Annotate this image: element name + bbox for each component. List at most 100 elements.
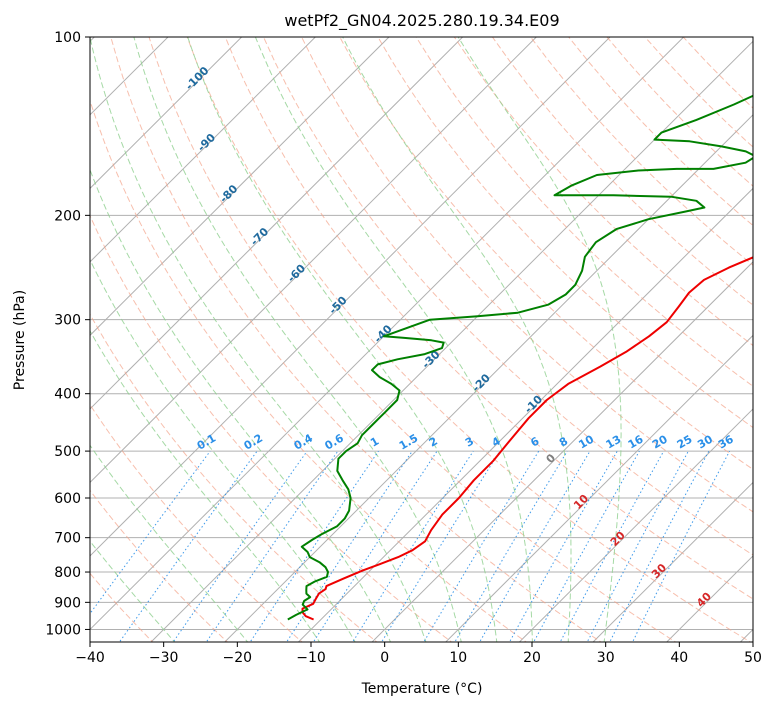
mixing-ratio-line	[352, 450, 474, 642]
y-tick-label: 400	[54, 387, 81, 403]
dewpoint-profile-line	[287, 94, 753, 621]
y-tick-label: 300	[54, 313, 81, 329]
x-tick-label: −30	[149, 650, 179, 666]
dry-adiabat-line	[530, 37, 753, 266]
dry-adiabat-label: -50	[326, 294, 349, 317]
y-tick-label: 900	[54, 595, 81, 611]
moist-adiabat-line	[90, 168, 392, 642]
x-tick-label: −40	[75, 650, 105, 666]
temperature-profile-line	[301, 256, 753, 621]
moist-adiabat-line	[187, 37, 498, 642]
dry-adiabat-line	[682, 37, 753, 109]
y-tick-label: 500	[54, 444, 81, 460]
mixing-ratio-label: 6	[528, 434, 541, 449]
mixing-ratio-line	[90, 450, 211, 615]
mixing-ratio-label: 36	[716, 432, 736, 451]
moist-adiabat-line	[342, 37, 572, 642]
isotherm-line	[739, 628, 753, 642]
moist-adiabat-label: 10	[571, 492, 591, 512]
isotherm-line	[90, 37, 464, 410]
background-lines	[0, 37, 753, 644]
moist-adiabat-line	[457, 37, 622, 642]
mixing-ratio-label: 1	[368, 435, 381, 450]
dry-adiabat-line	[186, 37, 752, 642]
dry-adiabat-line	[90, 214, 453, 642]
profile-lines	[287, 94, 753, 621]
mixing-ratio-line	[172, 450, 308, 642]
isotherm-line	[592, 481, 753, 642]
y-tick-label: 1000	[45, 622, 81, 638]
x-tick-label: −20	[223, 650, 253, 666]
dry-adiabat-line	[0, 37, 5, 644]
moist-adiabat-label: 20	[608, 529, 628, 549]
moist-adiabat-line	[90, 444, 249, 642]
mixing-ratio-label: 0.1	[195, 432, 218, 453]
dry-adiabat-line	[90, 489, 229, 642]
dry-adiabat-line	[453, 37, 753, 347]
mixing-ratio-line	[286, 450, 413, 642]
y-tick-label: 200	[54, 208, 81, 224]
isotherm-line	[445, 334, 753, 642]
dry-adiabat-line	[263, 37, 753, 556]
dry-adiabat-line	[224, 37, 753, 600]
mixing-ratio-label: 0.4	[292, 431, 316, 452]
mixing-ratio-line	[249, 450, 379, 642]
mixing-ratio-label: 0.2	[242, 432, 265, 453]
mixing-ratio-label: 30	[695, 432, 715, 451]
dry-adiabat-label: -70	[248, 225, 271, 248]
y-tick-label: 100	[54, 30, 81, 46]
x-tick-label: 0	[380, 650, 389, 666]
x-tick-label: 30	[597, 650, 615, 666]
dry-adiabat-line	[644, 37, 753, 148]
mixing-ratio-line	[381, 450, 501, 642]
mixing-ratio-line	[423, 450, 540, 642]
dry-adiabat-line	[339, 37, 753, 470]
y-tick-label: 800	[54, 565, 81, 581]
isotherm-line	[90, 37, 611, 557]
x-tick-label: 50	[744, 650, 762, 666]
x-tick-label: −10	[296, 650, 326, 666]
mixing-ratio-line	[454, 450, 568, 642]
mixing-ratio-line	[479, 450, 591, 642]
axis-ticks: −40 −30 −20 −10 0 10 20 30 40 5010020030040050060…	[45, 30, 762, 666]
mixing-ratio-label: 13	[604, 433, 624, 452]
dry-adiabat-label: -80	[217, 182, 240, 205]
mixing-ratio-line	[559, 450, 665, 642]
mixing-ratio-line	[118, 450, 258, 642]
moist-adiabat-line	[254, 37, 533, 642]
y-tick-label: 700	[54, 531, 81, 547]
mixing-ratio-line	[632, 450, 731, 642]
mixing-ratio-label: 8	[557, 435, 570, 450]
isotherm-line	[90, 37, 685, 631]
dry-adiabat-label: -20	[470, 371, 493, 394]
isotherm-line	[90, 37, 538, 484]
x-tick-label: 20	[523, 650, 541, 666]
y-axis-label: Pressure (hPa)	[12, 290, 28, 390]
mixing-ratio-line	[205, 450, 339, 642]
mixing-ratio-label: 2	[427, 435, 440, 450]
x-tick-label: 40	[670, 650, 688, 666]
moist-adiabat-label: 30	[649, 561, 669, 581]
mixing-ratio-label: 25	[675, 433, 695, 452]
isotherm-line	[297, 187, 753, 642]
moist-adiabat-line	[90, 37, 427, 642]
moist-adiabat-line	[90, 258, 356, 642]
isotherm-line	[371, 261, 753, 642]
dry-adiabat-line	[90, 313, 378, 642]
mixing-ratio-label: 16	[626, 432, 646, 451]
moist-adiabat-line	[90, 329, 321, 642]
mixing-ratio-label: 1.5	[397, 432, 420, 453]
isotherm-line	[518, 408, 753, 642]
x-tick-label: 10	[449, 650, 467, 666]
chart-title: wetPf2_GN04.2025.280.19.34.E09	[284, 11, 559, 31]
dry-adiabat-line	[90, 572, 154, 642]
moist-adiabat-label: 40	[694, 590, 714, 610]
y-tick-label: 600	[54, 491, 81, 507]
dry-adiabat-line	[110, 37, 602, 642]
isotherm-line	[224, 114, 753, 642]
dry-adiabat-line	[90, 98, 528, 642]
dry-adiabat-line	[606, 37, 753, 187]
dry-adiabat-label: -90	[195, 131, 218, 154]
mixing-ratio-line	[586, 450, 689, 642]
